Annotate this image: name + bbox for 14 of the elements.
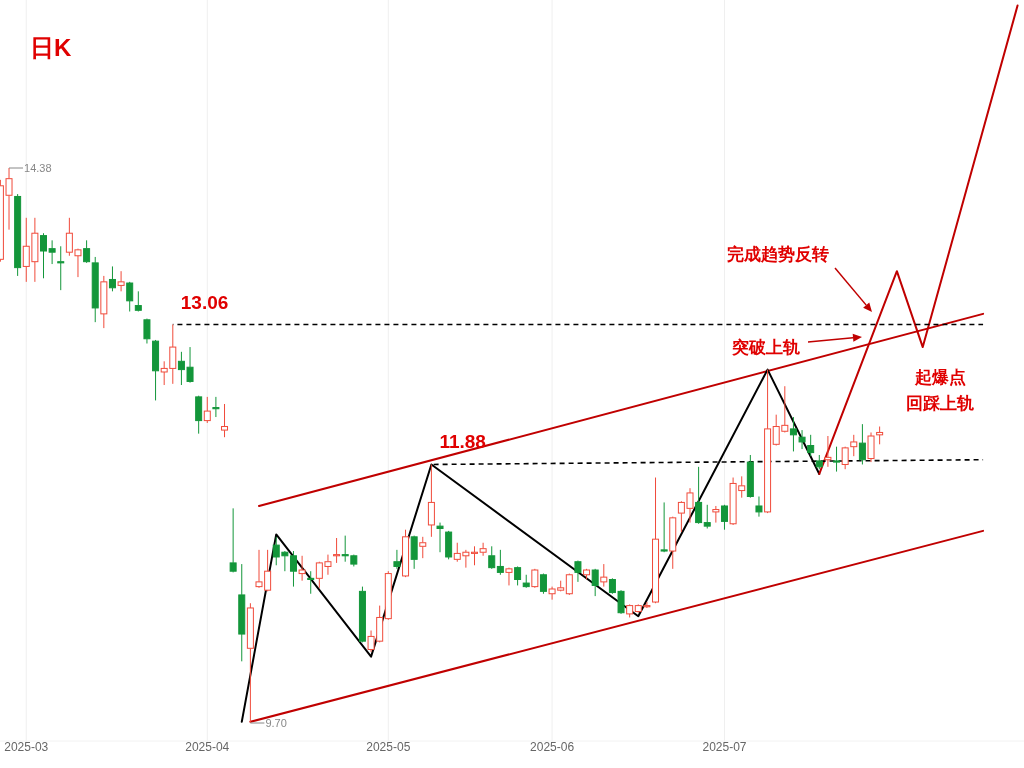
x-tick-label: 2025-04 — [185, 740, 230, 754]
annotation: 13.06 — [180, 291, 229, 313]
annotation: 突破上轨 — [731, 338, 800, 357]
annotation: 14.38 — [24, 162, 52, 174]
annotation: 回踩上轨 — [906, 394, 974, 413]
x-tick-label: 2025-03 — [4, 740, 49, 754]
x-tick-label: 2025-07 — [702, 740, 747, 754]
annotation: 9.70 — [265, 717, 287, 729]
x-tick-label: 2025-06 — [530, 740, 575, 754]
chart-title: 日K — [30, 34, 72, 61]
annotation: 11.88 — [439, 431, 486, 453]
annotation: 完成趋势反转 — [727, 245, 829, 264]
annotation: 起爆点 — [913, 368, 966, 387]
x-tick-label: 2025-05 — [366, 740, 411, 754]
